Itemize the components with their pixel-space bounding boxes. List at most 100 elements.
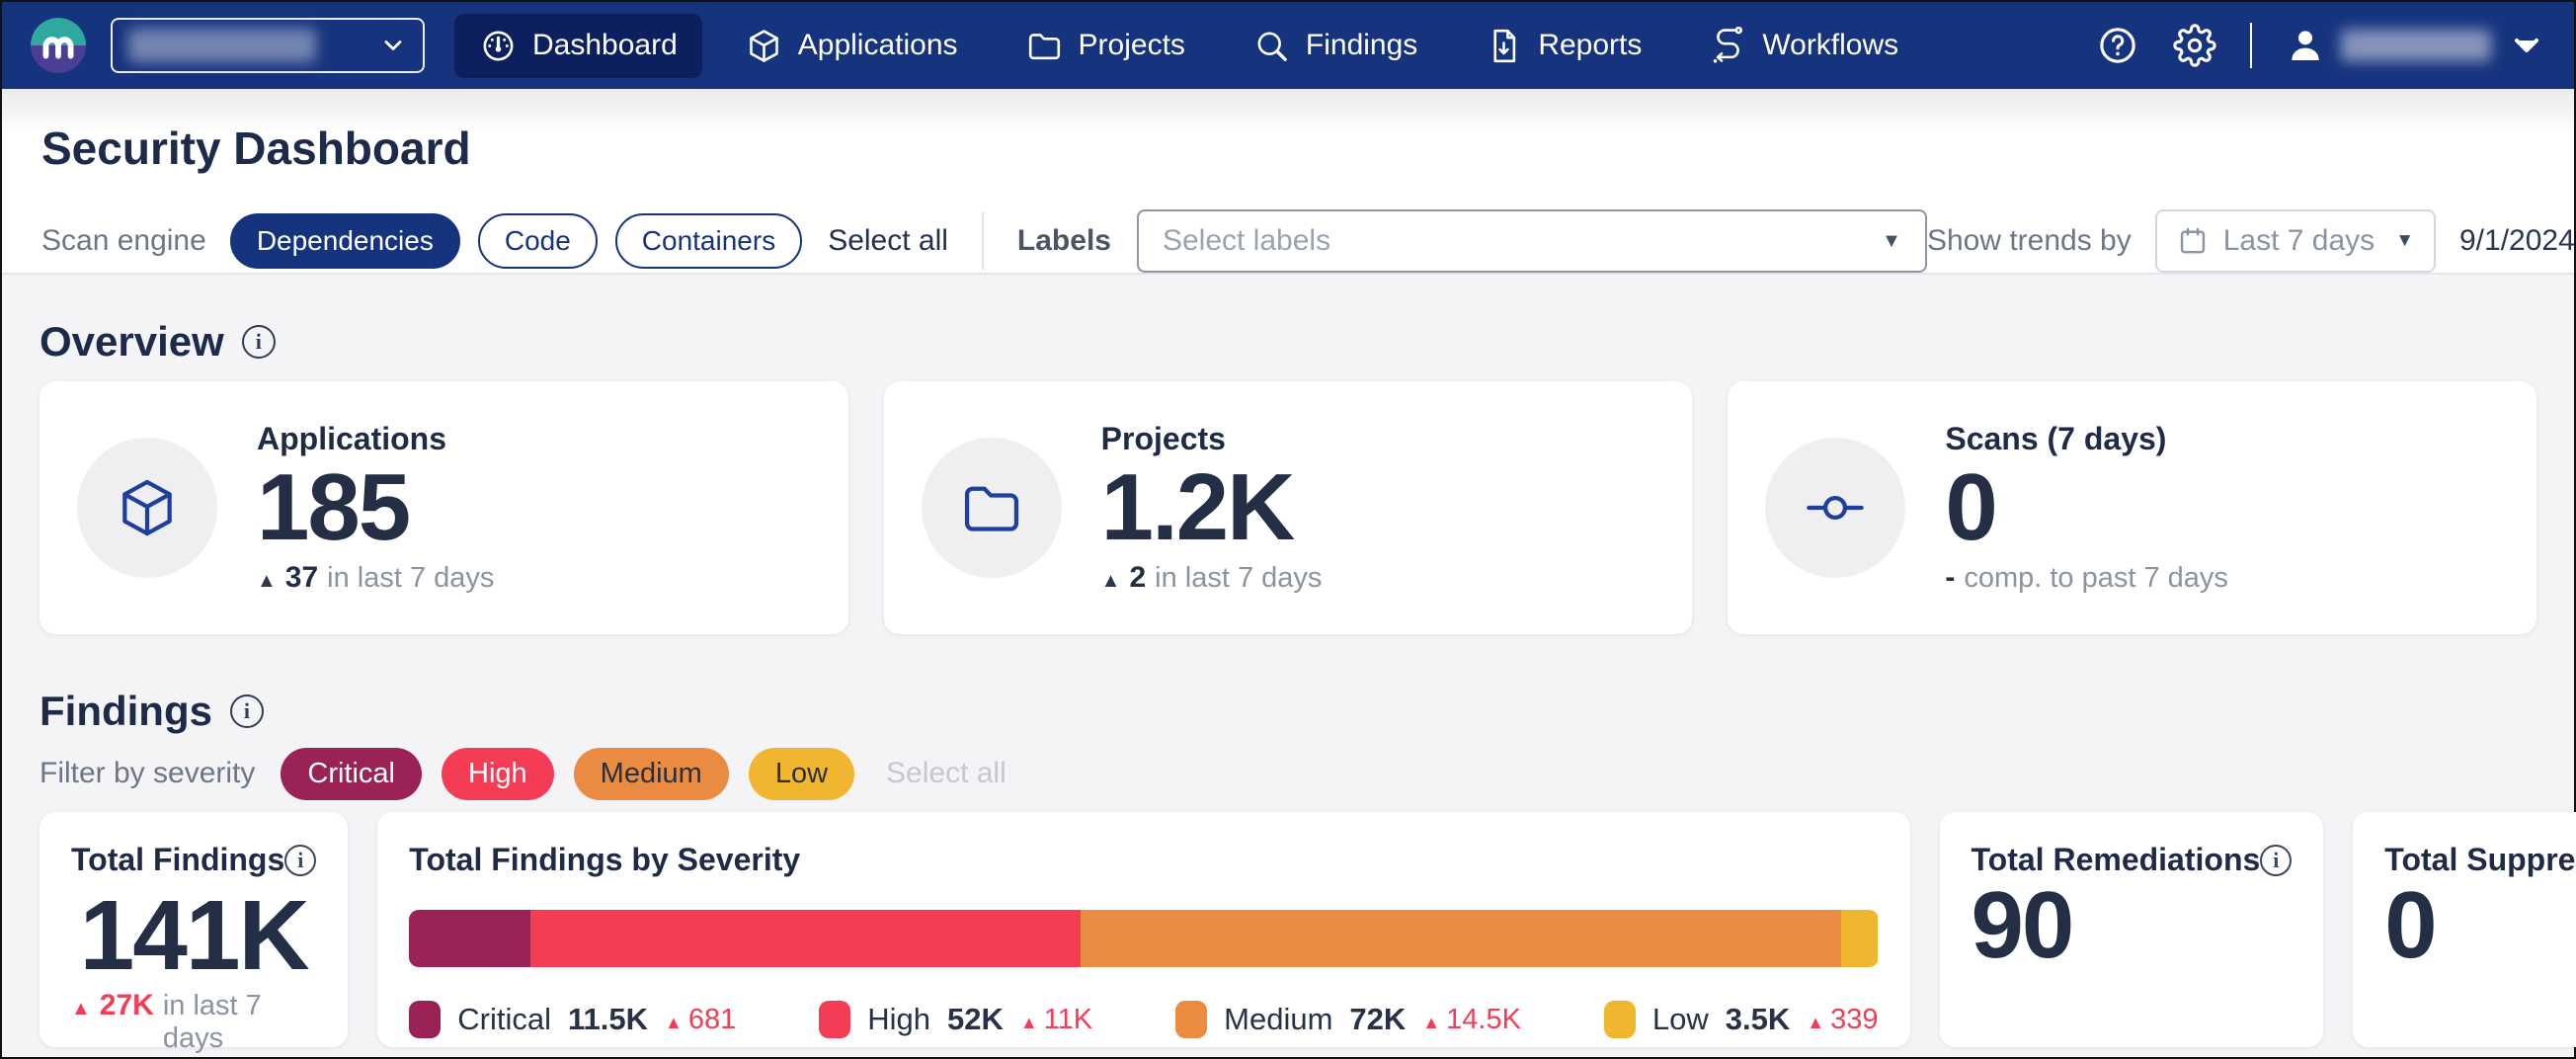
user-icon [2292, 31, 2319, 60]
scan-engine-label: Scan engine [41, 224, 206, 257]
trends-period-select[interactable]: Last 7 days ▼ [2154, 209, 2436, 273]
legend-trend: ▲ 14.5K [1422, 1003, 1521, 1035]
bar-segment-critical [409, 910, 531, 967]
scan-engine-select-all[interactable]: Select all [828, 224, 948, 257]
card-title: Total Suppressions [2384, 842, 2576, 877]
chevron-down-icon [2515, 39, 2538, 52]
nav-item-label: Findings [1305, 29, 1418, 61]
date-range: 9/1/2024 - 9/8/2024 [2459, 224, 2576, 257]
pill-low[interactable]: Low [748, 747, 855, 800]
total-findings-value: 141K [79, 880, 310, 991]
trends-period-value: Last 7 days [2222, 224, 2375, 257]
nav-item-findings[interactable]: Findings [1228, 14, 1442, 78]
pill-critical[interactable]: Critical [281, 747, 423, 800]
page-header: Security Dashboard Scan engine Dependenc… [2, 89, 2576, 275]
pill-medium[interactable]: Medium [573, 747, 729, 800]
labels-select[interactable]: Select labels ▼ [1136, 209, 1927, 273]
filter-by-severity-label: Filter by severity [40, 757, 256, 789]
navbar-divider [2250, 23, 2252, 68]
caret-down-icon: ▼ [1882, 229, 1901, 252]
bar-segment-low [1841, 910, 1879, 967]
cube-icon [749, 29, 778, 62]
card-title: Projects [1100, 420, 1226, 456]
trend-up-icon: ▲ [1019, 1012, 1038, 1032]
overview-section-header: Overview i [40, 320, 2536, 364]
projects-card: Projects 1.2K ▲ 2 in last 7 days [883, 381, 1693, 634]
mend-logo-icon[interactable] [30, 17, 87, 74]
dashboard-gauge-icon [483, 31, 514, 60]
nav-item-label: Applications [797, 29, 958, 61]
legend-label: Low [1651, 1002, 1709, 1036]
legend-value: 72K [1349, 1002, 1407, 1036]
info-icon[interactable]: i [284, 844, 317, 876]
legend-value: 11.5K [568, 1002, 649, 1036]
filter-divider [981, 212, 984, 270]
nav-item-reports[interactable]: Reports [1460, 14, 1666, 78]
pill-code[interactable]: Code [477, 213, 598, 269]
legend-item-high: High 52K ▲ 11K [819, 1001, 1092, 1038]
applications-card: Applications 185 ▲ 37 in last 7 days [40, 381, 848, 634]
legend-trend: ▲ 339 [1807, 1003, 1879, 1035]
nav-item-label: Reports [1538, 29, 1643, 61]
settings-button[interactable] [2173, 24, 2216, 67]
findings-section-header: Findings i [40, 690, 2536, 733]
nav-item-applications[interactable]: Applications [720, 14, 983, 78]
trend-up-icon: ▲ [1100, 570, 1121, 593]
user-name-redacted [2341, 30, 2491, 61]
trend-up-icon: ▲ [1422, 1012, 1441, 1032]
card-value: 1.2K [1100, 453, 1296, 560]
org-name-redacted [128, 29, 316, 62]
card-trend: ▲ 37 in last 7 days [257, 561, 495, 595]
calendar-icon [2180, 227, 2205, 254]
info-icon[interactable]: i [229, 694, 264, 728]
top-navbar: Dashboard Applications Projects Findings [2, 2, 2574, 89]
folder-icon [1028, 33, 1060, 59]
info-icon[interactable]: i [241, 325, 276, 359]
card-title: Scans (7 days) [1945, 420, 2167, 456]
caret-down-icon: ▼ [2395, 230, 2414, 251]
nav-item-workflows[interactable]: Workflows [1684, 14, 1923, 78]
legend-value: 52K [947, 1002, 1004, 1036]
trend-up-icon: ▲ [665, 1012, 683, 1032]
nav-item-projects[interactable]: Projects [1001, 14, 1210, 78]
total-suppressions-value: 0 [2384, 872, 2437, 978]
severity-legend: Critical 11.5K ▲ 681 High 52K ▲ 11K Medium 72K ▲ 14… [409, 1001, 1879, 1038]
bar-segment-high [530, 910, 1081, 967]
bar-segment-medium [1080, 910, 1842, 967]
legend-swatch [819, 1001, 851, 1038]
severity-pills: Critical High Medium Low [281, 747, 855, 800]
severity-select-all[interactable]: Select all [886, 757, 1006, 789]
pill-dependencies[interactable]: Dependencies [229, 213, 460, 269]
card-title: Applications [257, 420, 447, 456]
user-menu[interactable] [2286, 26, 2546, 65]
pill-high[interactable]: High [442, 747, 554, 800]
severity-stacked-bar [409, 910, 1879, 967]
gear-icon [2173, 24, 2216, 67]
findings-cards: Total Findings i 141K ▲ 27K in last 7 da… [40, 812, 2576, 1054]
nav-item-label: Projects [1078, 29, 1185, 61]
trend-up-icon: ▲ [71, 998, 91, 1019]
nav-item-label: Workflows [1762, 29, 1899, 61]
nav-item-dashboard[interactable]: Dashboard [454, 13, 702, 78]
icon-circle [921, 438, 1062, 578]
overview-cards: Applications 185 ▲ 37 in last 7 days Pro… [40, 381, 2537, 634]
scans-card: Scans (7 days) 0 - comp. to past 7 days [1728, 381, 2537, 634]
card-value: 185 [257, 453, 411, 560]
cube-icon [122, 479, 172, 536]
info-icon[interactable]: i [2260, 844, 2293, 876]
pill-containers[interactable]: Containers [614, 213, 803, 269]
card-trend: ▲ 27K in last 7 days [71, 989, 262, 1054]
help-icon [2100, 28, 2135, 63]
card-title: Total Remediations [1971, 842, 2261, 877]
labels-placeholder: Select labels [1162, 224, 1331, 257]
workflow-icon [1714, 26, 1743, 63]
icon-circle [77, 438, 217, 578]
legend-label: Medium [1224, 1002, 1333, 1036]
card-trend: - comp. to past 7 days [1945, 561, 2228, 595]
card-title: Total Findings [71, 842, 285, 877]
legend-label: High [867, 1002, 930, 1036]
chevron-down-icon [384, 41, 402, 50]
organization-selector[interactable] [111, 18, 425, 73]
card-trend: ▲ 2 in last 7 days [1100, 561, 1323, 595]
help-button[interactable] [2096, 24, 2139, 67]
